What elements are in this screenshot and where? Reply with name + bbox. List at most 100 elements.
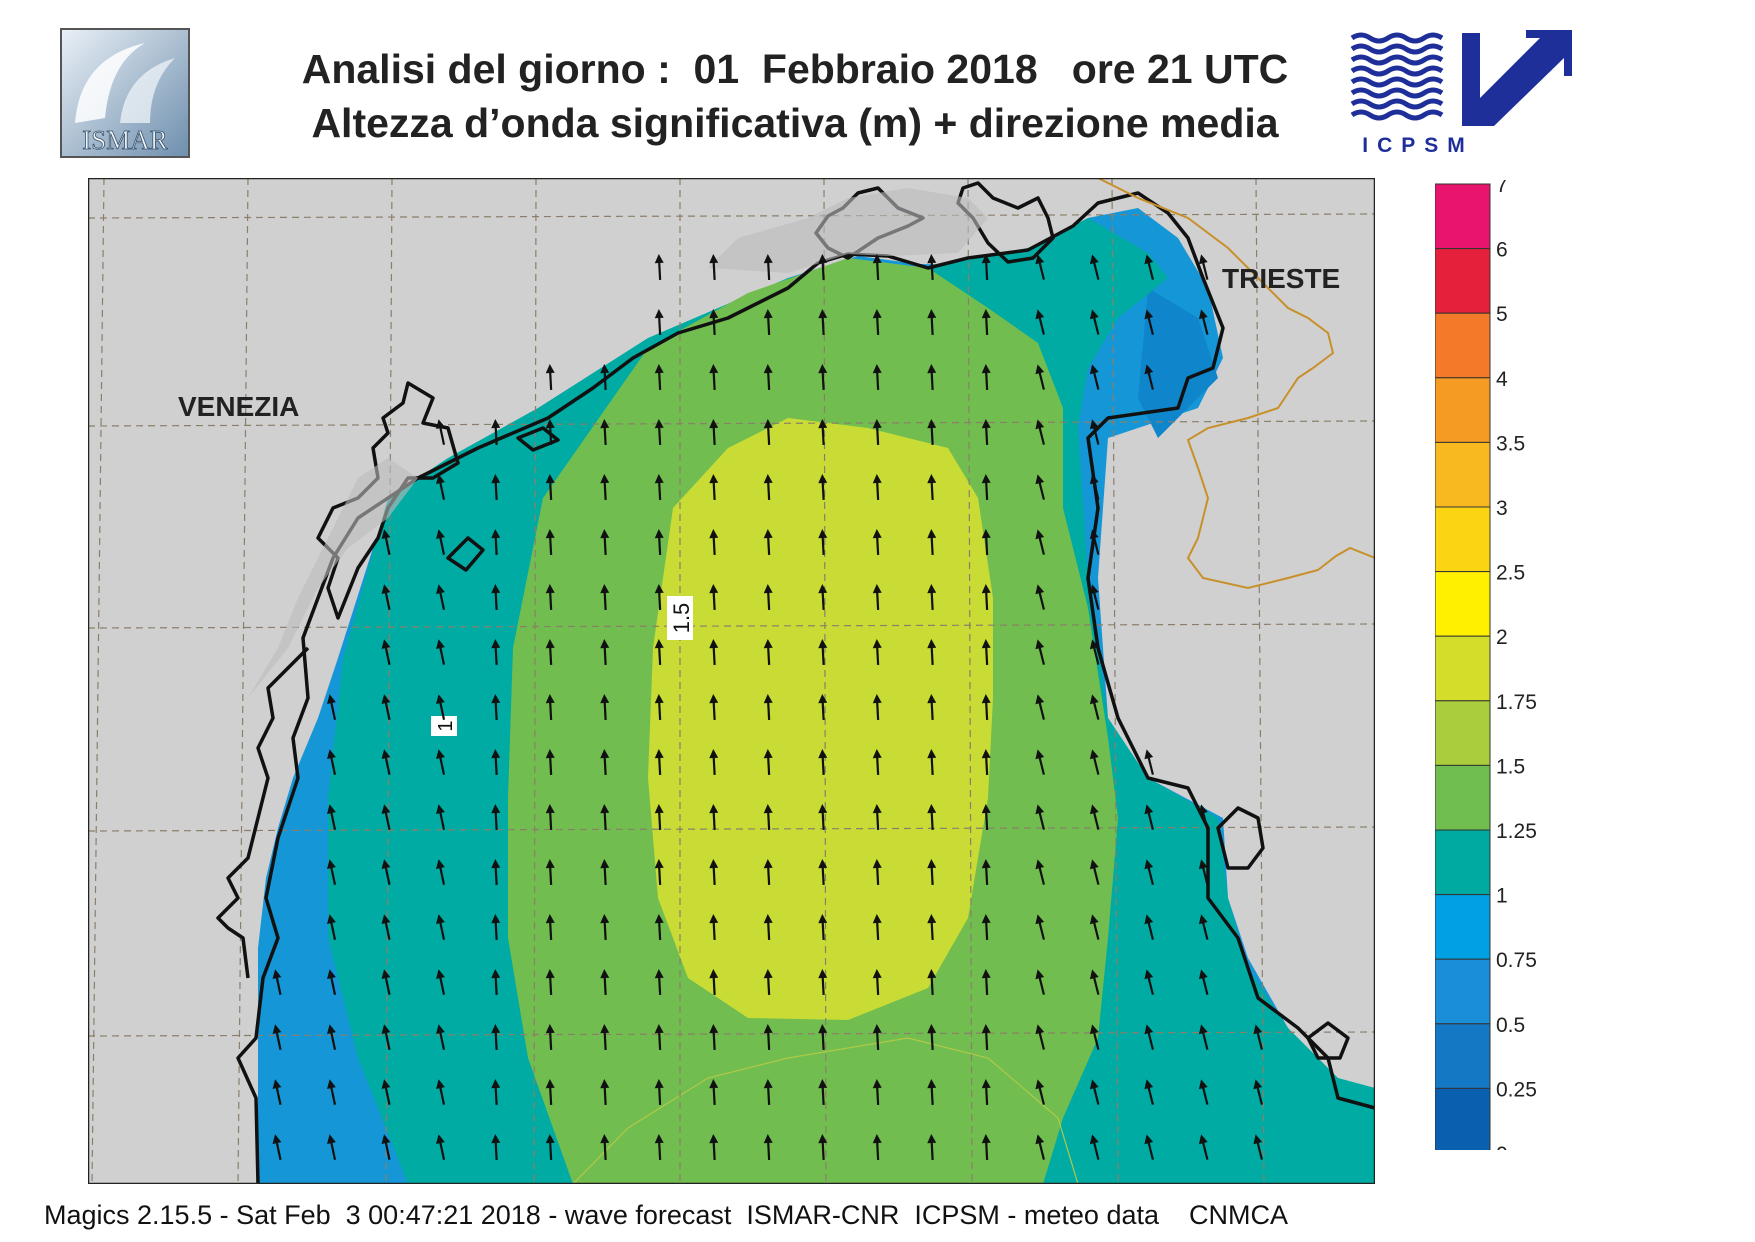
wave-arrow bbox=[545, 584, 555, 611]
wave-arrow bbox=[1035, 969, 1045, 995]
wave-arrow bbox=[545, 1134, 555, 1161]
wave-arrow bbox=[436, 639, 446, 665]
wave-arrow bbox=[709, 1134, 719, 1161]
wave-arrow bbox=[654, 639, 664, 666]
wave-arrow bbox=[436, 584, 446, 610]
wave-arrow bbox=[600, 749, 610, 776]
wave-arrow bbox=[545, 859, 555, 886]
wave-arrow bbox=[818, 474, 828, 501]
legend-label: 1.5 bbox=[1496, 755, 1525, 778]
wave-arrow bbox=[491, 804, 501, 831]
wave-arrow bbox=[654, 309, 664, 336]
wave-arrow bbox=[381, 584, 391, 610]
wave-arrow bbox=[600, 694, 610, 721]
wave-arrow bbox=[709, 694, 719, 721]
wave-arrow bbox=[818, 529, 828, 556]
land-masses bbox=[248, 188, 988, 698]
contour-line-1.75 bbox=[572, 1037, 1079, 1184]
legend-label: 1.25 bbox=[1496, 820, 1537, 843]
wave-arrow bbox=[763, 529, 773, 556]
legend-swatch bbox=[1435, 958, 1491, 1025]
title-line-2: Altezza d’onda significativa (m) + direz… bbox=[311, 100, 1279, 146]
wave-arrow bbox=[1144, 914, 1154, 940]
wave-arrow bbox=[1089, 804, 1100, 830]
legend-swatch bbox=[1435, 571, 1491, 637]
wave-arrow bbox=[818, 749, 828, 776]
wave-arrow bbox=[818, 1079, 828, 1106]
wave-arrow bbox=[872, 419, 882, 446]
wave-arrow bbox=[436, 529, 446, 555]
wave-arrow bbox=[1144, 804, 1154, 830]
wave-arrow bbox=[272, 1134, 282, 1160]
wave-arrow bbox=[818, 859, 828, 886]
wave-arrow bbox=[600, 419, 610, 446]
wave-arrow bbox=[872, 639, 882, 666]
wave-arrow bbox=[981, 474, 991, 501]
wave-arrow bbox=[545, 364, 555, 391]
wave-arrow bbox=[709, 969, 719, 996]
wave-arrow bbox=[709, 309, 719, 336]
wave-arrow bbox=[491, 969, 501, 996]
wave-arrow bbox=[654, 694, 664, 721]
legend-swatch bbox=[1435, 635, 1491, 702]
legend-swatch bbox=[1435, 506, 1491, 573]
wave-arrow bbox=[654, 419, 664, 446]
wave-arrow bbox=[818, 969, 828, 996]
legend-label: 2 bbox=[1496, 626, 1508, 649]
wave-arrow bbox=[436, 914, 446, 940]
wave-arrow bbox=[654, 749, 664, 776]
wave-arrow bbox=[872, 859, 882, 886]
legend-swatch bbox=[1435, 764, 1491, 831]
border-line bbox=[1097, 178, 1375, 590]
wave-arrow bbox=[709, 254, 719, 281]
wave-arrow bbox=[436, 419, 446, 445]
legend-swatch bbox=[1435, 183, 1491, 250]
wave-arrow bbox=[491, 914, 501, 941]
wave-arrow bbox=[1144, 364, 1154, 390]
wave-arrow bbox=[1089, 969, 1100, 995]
wave-arrow bbox=[1144, 1024, 1154, 1050]
wave-arrow bbox=[872, 914, 882, 941]
ismar-logo-text: ISMAR bbox=[82, 125, 168, 155]
wave-arrow bbox=[545, 969, 555, 996]
wave-arrow bbox=[709, 859, 719, 886]
wave-arrow bbox=[981, 254, 991, 281]
wave-arrow bbox=[327, 969, 337, 995]
wave-arrow bbox=[763, 749, 773, 776]
wave-arrow bbox=[327, 804, 337, 830]
wave-arrow bbox=[381, 694, 391, 720]
wave-arrow bbox=[981, 1134, 991, 1161]
wave-arrow bbox=[927, 419, 937, 446]
wave-arrow bbox=[927, 254, 937, 281]
wave-arrow bbox=[1035, 254, 1045, 280]
wave-arrow bbox=[1144, 749, 1154, 775]
wave-arrow bbox=[981, 749, 991, 776]
wave-arrow bbox=[763, 364, 773, 391]
wave-arrow bbox=[763, 1134, 773, 1161]
wave-arrow bbox=[872, 969, 882, 996]
wave-arrow bbox=[709, 584, 719, 611]
wave-arrow bbox=[927, 309, 937, 336]
wave-arrow bbox=[927, 1079, 937, 1106]
wave-arrow bbox=[1089, 914, 1100, 940]
wave-arrow bbox=[927, 1024, 937, 1051]
wave-arrow bbox=[927, 474, 937, 501]
wave-arrow bbox=[1253, 1024, 1263, 1050]
wave-arrow bbox=[818, 309, 828, 336]
wave-arrow bbox=[545, 914, 555, 941]
wave-direction-arrows bbox=[272, 254, 1263, 1161]
wave-arrow bbox=[600, 364, 610, 391]
wave-arrow bbox=[272, 969, 282, 995]
wave-arrow bbox=[491, 749, 501, 776]
wave-arrow bbox=[491, 1024, 501, 1051]
wave-arrow bbox=[1144, 859, 1154, 885]
wave-arrow bbox=[1035, 529, 1045, 555]
wave-arrow bbox=[1144, 969, 1154, 995]
wave-arrow bbox=[1035, 474, 1045, 500]
wave-arrow bbox=[436, 969, 446, 995]
wave-arrow bbox=[981, 1024, 991, 1051]
wave-arrow bbox=[763, 694, 773, 721]
wave-arrow bbox=[327, 1024, 337, 1050]
wave-arrow bbox=[872, 364, 882, 391]
icpsm-logo: ICPSM bbox=[1350, 30, 1572, 157]
